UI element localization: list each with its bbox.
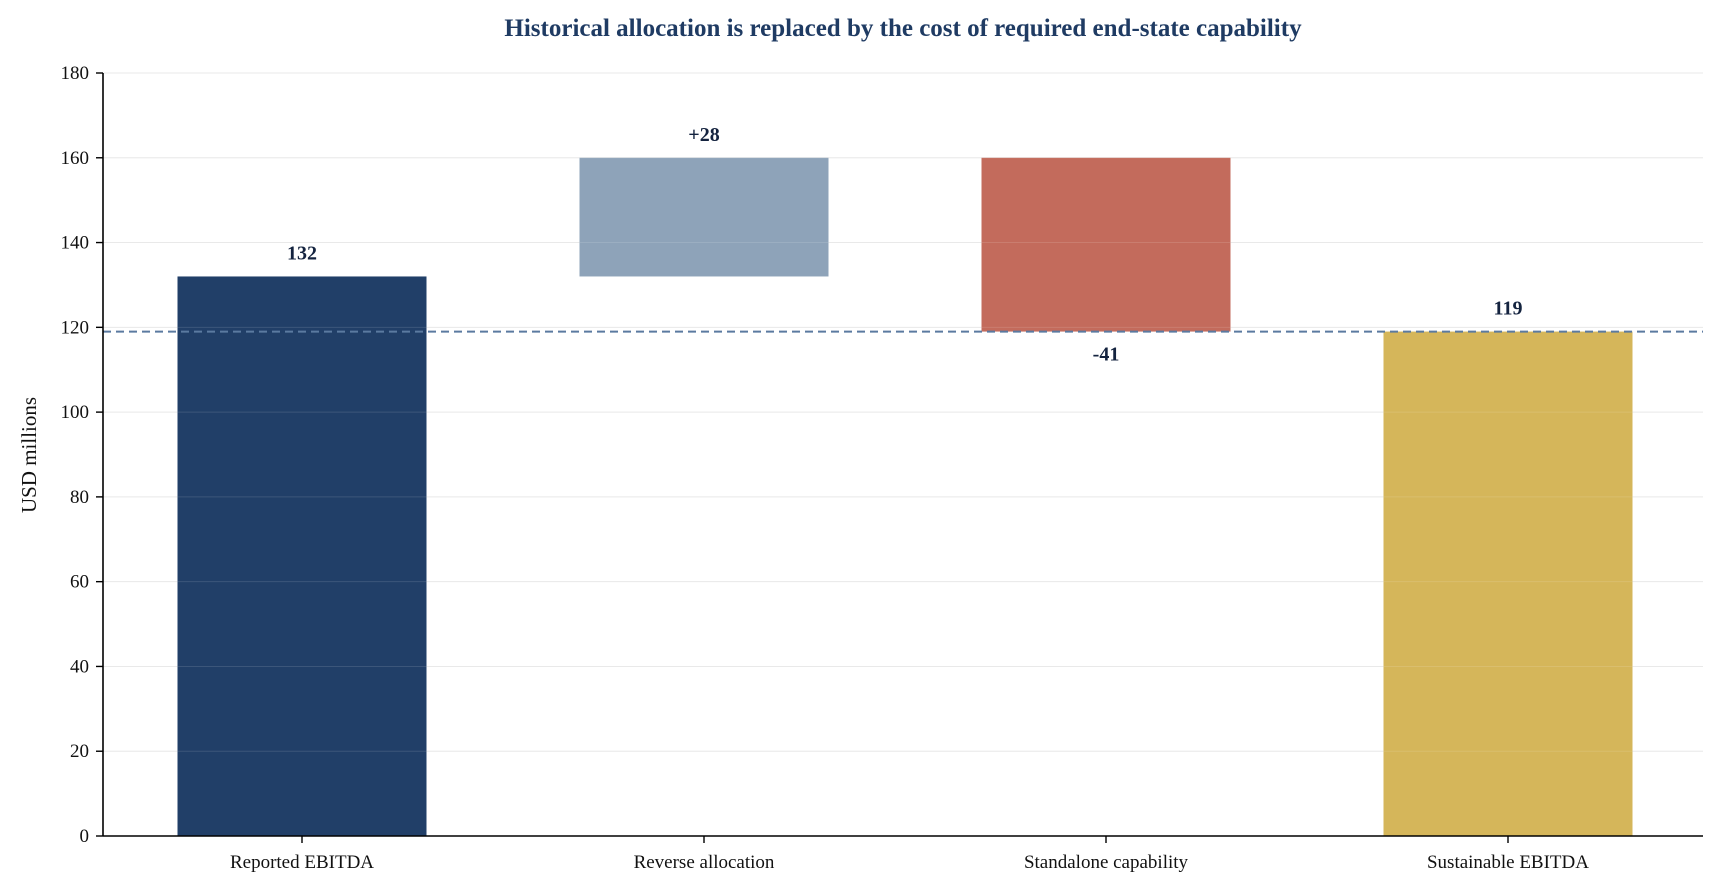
- x-tick-label: Sustainable EBITDA: [1427, 852, 1589, 873]
- y-tick-label: 180: [61, 63, 90, 84]
- data-label: 119: [1494, 298, 1523, 320]
- data-label: 132: [287, 242, 317, 264]
- y-axis-label: USD millions: [17, 397, 41, 513]
- x-tick-label: Reported EBITDA: [230, 852, 374, 873]
- x-tick-label: Reverse allocation: [634, 852, 775, 873]
- x-tick-label: Standalone capability: [1024, 852, 1189, 873]
- bar-total: [177, 276, 427, 836]
- y-tick-label: 20: [70, 741, 89, 762]
- bar-decrease: [981, 157, 1231, 332]
- y-tick-label: 60: [70, 572, 89, 593]
- y-tick-label: 160: [61, 148, 90, 169]
- chart-title: Historical allocation is replaced by the…: [504, 15, 1302, 42]
- bar-total: [1383, 331, 1633, 836]
- data-label: -41: [1093, 344, 1120, 366]
- y-tick-label: 120: [61, 317, 90, 338]
- y-tick-label: 40: [70, 656, 89, 677]
- data-label-layer: 132 +28 -41 119: [287, 124, 1522, 366]
- axis-layer: 0 20 40 60 80 100 120 140 160 180 Reported EBITDA R…: [61, 63, 1703, 873]
- y-tick-label: 140: [61, 233, 90, 254]
- data-label: +28: [688, 124, 719, 146]
- bar-increase: [579, 157, 829, 277]
- y-tick-label: 100: [61, 402, 90, 423]
- bar-layer: [103, 72, 1703, 836]
- y-tick-label: 0: [80, 826, 90, 847]
- y-tick-label: 80: [70, 487, 89, 508]
